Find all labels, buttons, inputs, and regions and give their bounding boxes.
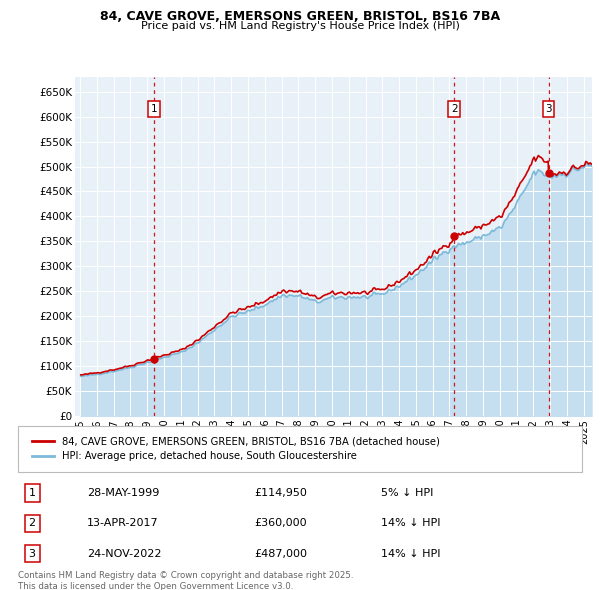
Text: 3: 3 [545, 104, 552, 114]
Text: 14% ↓ HPI: 14% ↓ HPI [380, 519, 440, 529]
Text: 28-MAY-1999: 28-MAY-1999 [87, 489, 159, 498]
Text: 14% ↓ HPI: 14% ↓ HPI [380, 549, 440, 559]
Text: 1: 1 [151, 104, 157, 114]
Text: £114,950: £114,950 [254, 489, 307, 498]
Text: £487,000: £487,000 [254, 549, 307, 559]
Text: 1: 1 [29, 489, 35, 498]
Text: £360,000: £360,000 [254, 519, 307, 529]
Text: 2: 2 [451, 104, 457, 114]
FancyBboxPatch shape [18, 425, 582, 473]
Text: Contains HM Land Registry data © Crown copyright and database right 2025.
This d: Contains HM Land Registry data © Crown c… [18, 571, 353, 590]
Text: 24-NOV-2022: 24-NOV-2022 [87, 549, 161, 559]
Text: 5% ↓ HPI: 5% ↓ HPI [380, 489, 433, 498]
Text: 2: 2 [29, 519, 36, 529]
Text: 3: 3 [29, 549, 35, 559]
Text: Price paid vs. HM Land Registry's House Price Index (HPI): Price paid vs. HM Land Registry's House … [140, 21, 460, 31]
Legend: 84, CAVE GROVE, EMERSONS GREEN, BRISTOL, BS16 7BA (detached house), HPI: Average: 84, CAVE GROVE, EMERSONS GREEN, BRISTOL,… [29, 434, 442, 464]
Text: 84, CAVE GROVE, EMERSONS GREEN, BRISTOL, BS16 7BA: 84, CAVE GROVE, EMERSONS GREEN, BRISTOL,… [100, 10, 500, 23]
Text: 13-APR-2017: 13-APR-2017 [87, 519, 158, 529]
